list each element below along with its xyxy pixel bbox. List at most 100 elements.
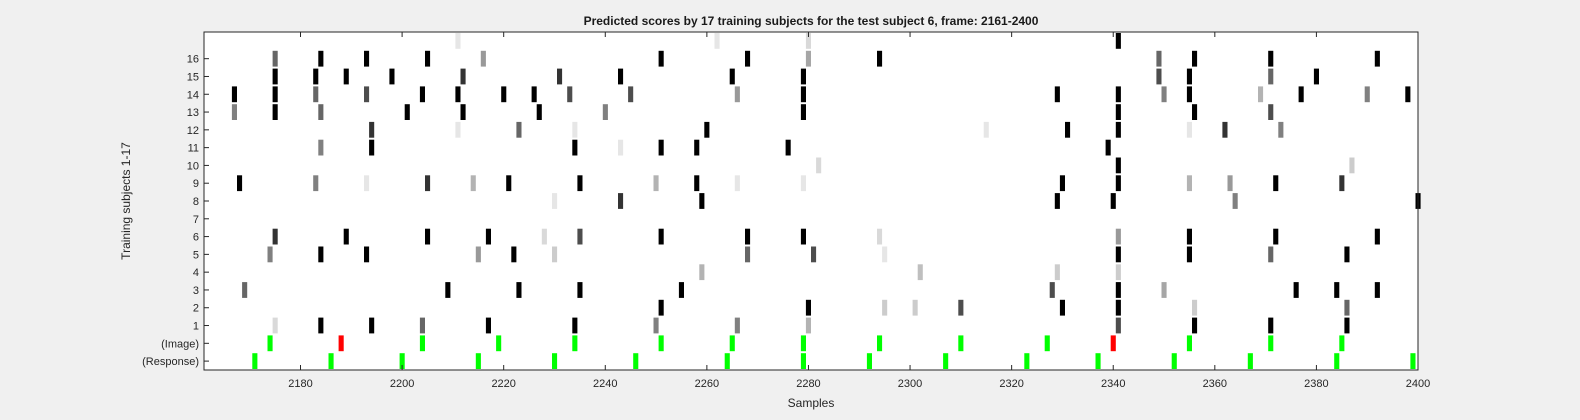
subject-15-score-cell xyxy=(1186,68,1192,85)
subject-5-score-cell xyxy=(318,246,324,263)
subject-9-score-cell xyxy=(364,175,370,192)
subject-9-score-cell xyxy=(1186,175,1192,192)
subject-12-score-cell xyxy=(1186,121,1192,138)
subject-6-score-cell xyxy=(272,228,278,245)
subject-15-score-cell xyxy=(343,68,349,85)
subject-2-score-cell xyxy=(1192,299,1198,316)
subject-11-score-cell xyxy=(694,139,700,156)
subject-9-score-cell xyxy=(1227,175,1233,192)
subject-5-score-cell xyxy=(511,246,517,263)
subject-6-score-cell xyxy=(485,228,491,245)
image-mark xyxy=(658,335,664,352)
subject-1-score-cell xyxy=(734,317,740,334)
subject-9-score-cell xyxy=(506,175,512,192)
image-mark xyxy=(877,335,883,352)
subject-3-score-cell xyxy=(577,282,583,298)
subject-13-score-cell xyxy=(800,104,806,120)
subject-15-score-cell xyxy=(800,68,806,85)
subject-6-score-cell xyxy=(541,228,547,245)
subject-2-score-cell xyxy=(658,299,664,316)
subject-1-score-cell xyxy=(485,317,491,334)
response-mark xyxy=(1095,353,1101,369)
y-tick-label: 7 xyxy=(193,214,199,226)
subject-14-score-cell xyxy=(628,86,634,103)
subject-13-score-cell xyxy=(272,104,278,120)
subject-12-score-cell xyxy=(704,121,710,138)
subject-2-score-cell xyxy=(1115,299,1121,316)
subject-12-score-cell xyxy=(1278,121,1284,138)
subject-12-score-cell xyxy=(983,121,989,138)
subject-1-score-cell xyxy=(1344,317,1350,334)
subject-5-score-cell xyxy=(552,246,558,263)
subject-9-score-cell xyxy=(470,175,476,192)
subject-14-score-cell xyxy=(1405,86,1411,103)
image-mark xyxy=(800,335,806,352)
subject-11-score-cell xyxy=(785,139,791,156)
y-tick-label: 11 xyxy=(188,143,199,155)
subject-6-score-cell xyxy=(425,228,431,245)
subject-12-score-cell xyxy=(516,121,522,138)
subject-11-score-cell xyxy=(369,139,375,156)
subject-13-score-cell xyxy=(231,104,237,120)
subject-16-score-cell xyxy=(1268,50,1274,67)
subject-2-score-cell xyxy=(1059,299,1065,316)
subject-13-score-cell xyxy=(404,104,410,120)
subject-5-score-cell xyxy=(745,246,751,263)
subject-15-score-cell xyxy=(729,68,735,85)
subject-9-score-cell xyxy=(313,175,319,192)
subject-11-score-cell xyxy=(572,139,578,156)
subject-14-score-cell xyxy=(501,86,507,103)
subject-13-score-cell xyxy=(602,104,608,120)
subject-8-score-cell xyxy=(699,193,705,209)
subject-5-score-cell xyxy=(1268,246,1274,263)
subject-14-score-cell xyxy=(364,86,370,103)
subject-1-score-cell xyxy=(272,317,278,334)
y-tick-label: 15 xyxy=(187,71,199,83)
subject-15-score-cell xyxy=(460,68,466,85)
subject-14-score-cell xyxy=(1298,86,1304,103)
subject-9-score-cell xyxy=(577,175,583,192)
subject-3-score-cell xyxy=(516,282,522,298)
subject-2-score-cell xyxy=(882,299,888,316)
y-tick-label: 12 xyxy=(187,125,199,137)
x-tick-label: 2220 xyxy=(491,378,515,390)
subject-12-score-cell xyxy=(369,121,375,138)
subject-9-score-cell xyxy=(237,175,243,192)
subject-16-score-cell xyxy=(318,50,324,67)
subject-3-score-cell xyxy=(1293,282,1299,298)
subject-14-score-cell xyxy=(1161,86,1167,103)
subject-12-score-cell xyxy=(572,121,578,138)
subject-5-score-cell xyxy=(811,246,817,263)
subject-3-score-cell xyxy=(242,282,248,298)
subject-6-score-cell xyxy=(1273,228,1279,245)
subject-10-score-cell xyxy=(816,157,822,174)
subject-2-score-cell xyxy=(958,299,964,316)
response-mark xyxy=(1410,353,1416,369)
subject-15-score-cell xyxy=(618,68,624,85)
subject-13-score-cell xyxy=(1115,104,1121,120)
subject-1-score-cell xyxy=(1115,317,1121,334)
subject-16-score-cell xyxy=(1156,50,1162,67)
x-tick-label: 2200 xyxy=(390,378,414,390)
subject-3-score-cell xyxy=(445,282,451,298)
image-error-mark xyxy=(338,335,344,352)
subject-17-score-cell xyxy=(714,33,720,49)
subject-6-score-cell xyxy=(658,228,664,245)
y-tick-label: 3 xyxy=(193,285,199,297)
subject-2-score-cell xyxy=(1344,299,1350,316)
subject-15-score-cell xyxy=(389,68,395,85)
subject-4-score-cell xyxy=(699,264,705,281)
subject-14-score-cell xyxy=(1258,86,1264,103)
subject-14-score-cell xyxy=(231,86,237,103)
subject-6-score-cell xyxy=(800,228,806,245)
subject-16-score-cell xyxy=(658,50,664,67)
subject-3-score-cell xyxy=(1374,282,1380,298)
response-mark xyxy=(633,353,639,369)
response-mark xyxy=(1247,353,1253,369)
subject-1-score-cell xyxy=(369,317,375,334)
subject-14-score-cell xyxy=(419,86,425,103)
image-mark xyxy=(267,335,273,352)
subject-6-score-cell xyxy=(745,228,751,245)
subject-6-score-cell xyxy=(1374,228,1380,245)
